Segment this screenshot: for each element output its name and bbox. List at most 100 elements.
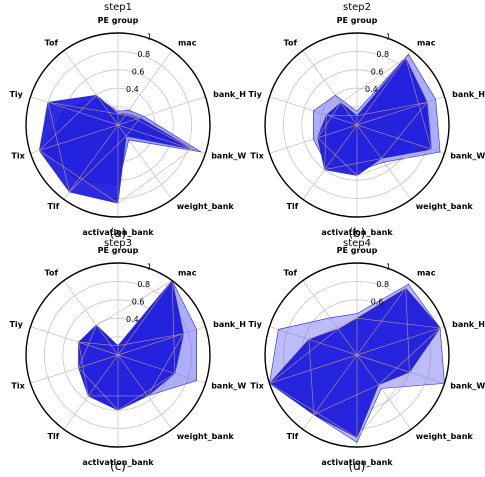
panel-caption: (c)	[110, 459, 126, 473]
axis-label: PE group	[98, 246, 139, 255]
panel-title: step1	[104, 2, 132, 13]
series-web-line	[317, 137, 358, 176]
series-web-line	[39, 95, 97, 151]
series-web-line	[117, 148, 193, 204]
axis-label: weight_bank	[177, 202, 235, 211]
series-web-line	[171, 280, 176, 374]
series-web-line	[317, 101, 428, 139]
axis-label: activation_bank	[82, 228, 154, 237]
radial-tick-label: 0.8	[137, 50, 150, 59]
series-web-line	[78, 333, 184, 369]
outer-ring	[25, 262, 211, 448]
series-web-line	[378, 327, 441, 385]
series-web-line	[117, 333, 184, 347]
axis-label: Tof	[45, 268, 59, 277]
series-web-line	[78, 341, 119, 347]
axis-label: bank_H	[213, 90, 246, 99]
axis-label: Tix	[11, 151, 25, 160]
axis-label: Tiy	[248, 320, 262, 329]
axis-label: bank_W	[450, 151, 485, 160]
series-web-line	[308, 317, 358, 340]
axis-label: PE group	[98, 16, 139, 25]
radar-panel-2: step2 0.4 0.6 0.8 1 PE group mac bank_H bank_Wwe…	[248, 2, 485, 240]
axis-label: mac	[178, 38, 197, 47]
series-web-line	[117, 113, 140, 119]
panel-caption: (a)	[110, 226, 127, 240]
series-web-line	[78, 367, 119, 411]
radial-tick-label: 0.4	[126, 85, 139, 94]
outer-ring	[25, 32, 211, 218]
series-web-line	[69, 113, 127, 193]
panel-title: step2	[343, 2, 371, 13]
panel-caption: (b)	[349, 226, 366, 240]
series-web-line	[337, 328, 379, 385]
series-web-line	[324, 57, 406, 170]
series-web-line	[269, 328, 339, 384]
radial-tick-label: 0.6	[132, 68, 145, 77]
axis-label: Tiy	[9, 320, 23, 329]
series-web-line	[96, 325, 148, 397]
series-web-line	[356, 101, 428, 117]
series-web-line	[96, 94, 127, 115]
axis-label: mac	[178, 268, 197, 277]
series-web-line	[340, 102, 382, 159]
series-web-line	[269, 327, 441, 384]
axis-label: weight_bank	[416, 432, 474, 441]
axis-label: activation_bank	[321, 228, 393, 237]
axis-label: PE group	[337, 16, 378, 25]
radial-tick-label: 1	[147, 33, 152, 42]
series-web-line	[308, 339, 410, 373]
axis-label: Tix	[11, 381, 25, 390]
radial-tick-label: 0.6	[371, 68, 384, 77]
series-web-line	[405, 287, 410, 373]
axis-label: Tlf	[287, 202, 299, 211]
radar-panel-3: step3 0.4 0.6 0.8 1 PE group mac bank_H bank_Wwe…	[9, 238, 246, 473]
radial-tick-label: 1	[386, 263, 391, 272]
axis-label: bank_W	[211, 381, 246, 390]
radial-tick-label: 0.8	[137, 280, 150, 289]
series-web-line	[125, 113, 193, 150]
series-web-line	[96, 280, 173, 326]
series-web-line	[47, 102, 70, 193]
axis-label: Tix	[250, 151, 264, 160]
panel-caption: (d)	[349, 459, 366, 473]
series-web-line	[69, 135, 127, 193]
axis-label: Tlf	[48, 202, 60, 211]
outer-ring	[264, 32, 450, 218]
axis-label: PE group	[337, 246, 378, 255]
series-web-line	[324, 158, 382, 170]
radar-panel-4: step4 0.6 0.8 1 PE group mac bank_H bank_Wweigh…	[248, 238, 485, 473]
series-web-line	[317, 102, 342, 138]
axis-label: bank_H	[213, 320, 246, 329]
axis-label: activation_bank	[321, 458, 393, 467]
series-web-line	[147, 333, 184, 397]
series-web-line	[96, 95, 127, 137]
series-web-line	[313, 287, 406, 415]
axis-label: mac	[417, 38, 436, 47]
axis-label: Tof	[45, 38, 59, 47]
series-web-line	[326, 114, 432, 150]
series-web-line	[324, 115, 327, 170]
series-web-line	[39, 150, 119, 204]
axis-label: weight_bank	[416, 202, 474, 211]
series-web-line	[308, 339, 315, 415]
series-web-line	[78, 325, 97, 368]
series-web-line	[125, 117, 141, 137]
series-web-line	[340, 57, 406, 103]
axis-label: bank_H	[452, 90, 485, 99]
axis-label: Tiy	[9, 90, 23, 99]
panel-title: step4	[343, 238, 371, 249]
series-web-line	[405, 57, 432, 150]
series-web-line	[88, 280, 173, 397]
axis-label: Tlf	[48, 432, 60, 441]
axis-label: Tof	[284, 268, 298, 277]
series-web-line	[78, 341, 175, 374]
series-web-line	[78, 342, 89, 396]
radial-tick-label: 0.6	[132, 298, 145, 307]
radial-tick-label: 1	[147, 263, 152, 272]
axis-label: weight_bank	[177, 432, 235, 441]
outer-ring	[264, 262, 450, 448]
axis-label: bank_W	[211, 151, 246, 160]
series-web-line	[356, 317, 441, 329]
